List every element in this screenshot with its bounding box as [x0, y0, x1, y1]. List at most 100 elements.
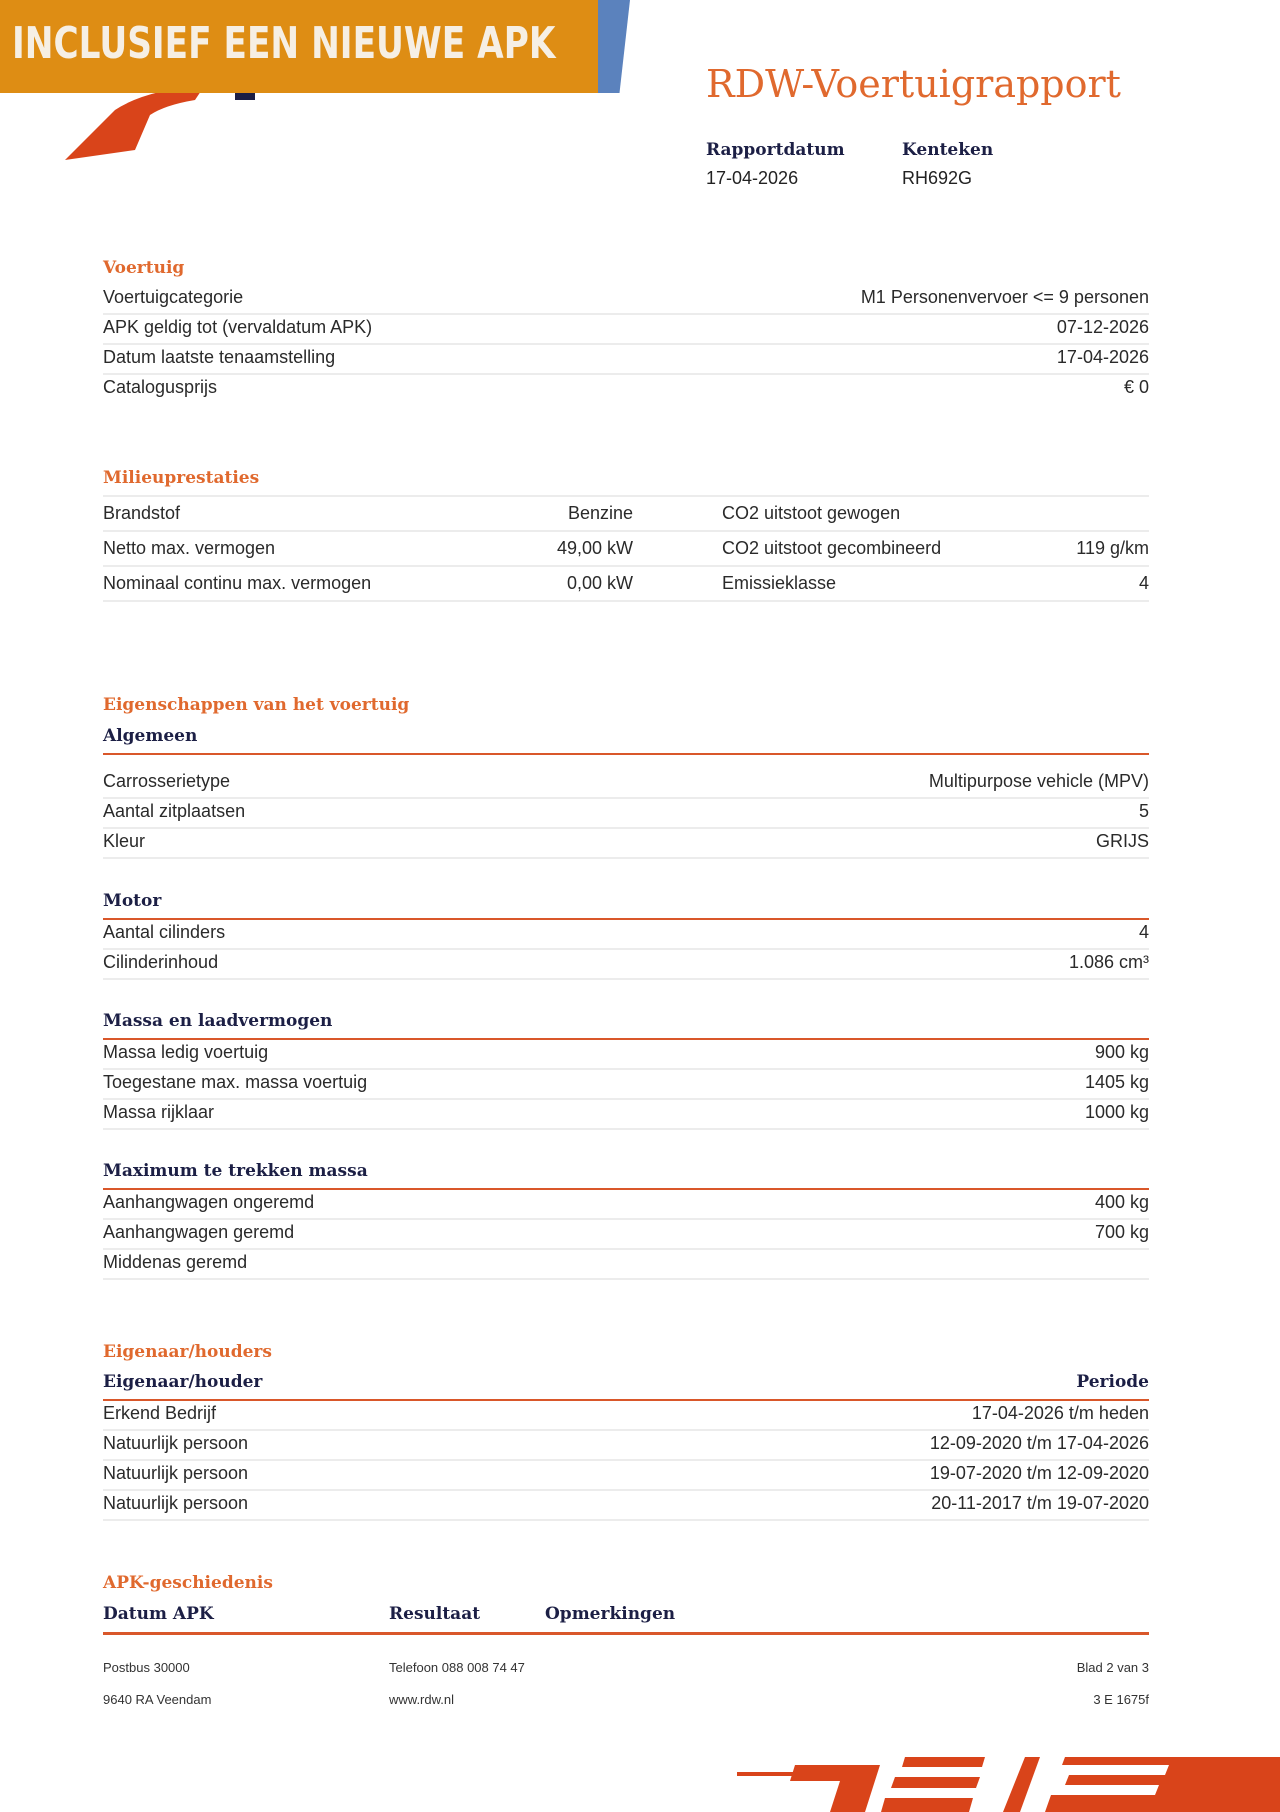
row-label: Toegestane max. massa voertuig	[103, 1072, 368, 1092]
table-row: Aantal zitplaatsen 5	[103, 797, 1149, 829]
row-label: Emissieklasse	[722, 573, 837, 593]
table-row: Brandstof Benzine CO2 uitstoot gewogen	[103, 497, 1149, 532]
row-label: Nominaal continu max. vermogen	[103, 573, 372, 593]
rdw-logo-icon	[65, 85, 255, 160]
table-row: Nominaal continu max. vermogen 0,00 kW Emi…	[103, 567, 1149, 602]
row-label: Aanhangwagen ongeremd	[103, 1192, 315, 1212]
row-value: 17-04-2026	[1056, 347, 1149, 367]
footer-code: 3 E 1675f	[1093, 1692, 1149, 1707]
table-row: Natuurlijk persoon 20-11-2017 t/m 19-07-2…	[103, 1489, 1149, 1521]
kenteken-label: Kenteken	[902, 140, 994, 160]
table-row: Massa rijklaar 1000 kg	[103, 1098, 1149, 1130]
row-label: Netto max. vermogen	[103, 538, 276, 558]
row-label: Natuurlijk persoon	[103, 1433, 249, 1453]
table-row: APK geldig tot (vervaldatum APK) 07-12-20…	[103, 313, 1149, 345]
row-value: € 0	[1123, 377, 1149, 397]
rapportdatum-label: Rapportdatum	[706, 140, 845, 160]
banner-text: INCLUSIEF EEN NIEUWE APK	[12, 18, 556, 69]
table-row: Carrosserietype Multipurpose vehicle (MPV…	[103, 767, 1149, 799]
row-label: Natuurlijk persoon	[103, 1493, 249, 1513]
table-row: Voertuigcategorie M1 Personenvervoer <= 9…	[103, 283, 1149, 315]
row-value: M1 Personenvervoer <= 9 personen	[860, 287, 1149, 307]
table-row: Kleur GRIJS	[103, 827, 1149, 859]
row-value: 12-09-2020 t/m 17-04-2026	[929, 1433, 1149, 1453]
row-value: 49,00 kW	[556, 538, 633, 558]
row-value: 07-12-2026	[1056, 317, 1149, 337]
table-row: Natuurlijk persoon 19-07-2020 t/m 12-09-2…	[103, 1459, 1149, 1491]
row-value: 20-11-2017 t/m 19-07-2020	[931, 1493, 1149, 1513]
table-row: Natuurlijk persoon 12-09-2020 t/m 17-04-2…	[103, 1429, 1149, 1461]
column-header: Periode	[1076, 1372, 1149, 1392]
apk-header: Datum APK Resultaat Opmerkingen	[103, 1604, 1149, 1624]
subsection-trekken: Maximum te trekken massa	[103, 1161, 368, 1181]
row-label: CO2 uitstoot gecombineerd	[722, 538, 942, 558]
promo-banner: INCLUSIEF EEN NIEUWE APK	[0, 0, 630, 93]
row-label: Massa rijklaar	[103, 1102, 215, 1122]
row-value: GRIJS	[1095, 831, 1149, 851]
section-milieu: Milieuprestaties	[103, 468, 260, 488]
kenteken-value: RH692G	[902, 168, 973, 188]
table-row: Aanhangwagen ongeremd 400 kg	[103, 1188, 1149, 1220]
row-label: Aantal zitplaatsen	[103, 801, 246, 821]
row-label: Aantal cilinders	[103, 922, 226, 942]
row-value: 700 kg	[1094, 1222, 1149, 1242]
row-value: Multipurpose vehicle (MPV)	[928, 771, 1149, 791]
eigenaar-header: Eigenaar/houder Periode	[103, 1372, 1149, 1392]
row-label: Voertuigcategorie	[103, 287, 244, 307]
footer-address1: Postbus 30000	[103, 1660, 190, 1675]
row-value: 1.086 cm³	[1068, 952, 1149, 972]
table-row: Datum laatste tenaamstelling 17-04-2026	[103, 343, 1149, 375]
row-label: Kleur	[103, 831, 146, 851]
table-row: Massa ledig voertuig 900 kg	[103, 1038, 1149, 1070]
section-apk: APK-geschiedenis	[103, 1573, 273, 1593]
row-label: Erkend Bedrijf	[103, 1403, 217, 1423]
footer-address2: 9640 RA Veendam	[103, 1692, 212, 1707]
row-label: Catalogusprijs	[103, 377, 218, 397]
table-row: Netto max. vermogen 49,00 kW CO2 uitstoot …	[103, 532, 1149, 567]
row-label: Middenas geremd	[103, 1252, 248, 1272]
row-label: APK geldig tot (vervaldatum APK)	[103, 317, 373, 337]
column-header: Opmerkingen	[545, 1604, 676, 1624]
footer-phone: Telefoon 088 008 74 47	[389, 1660, 525, 1675]
row-label: Massa ledig voertuig	[103, 1042, 269, 1062]
row-value: 4	[1138, 573, 1149, 593]
subsection-algemeen: Algemeen	[103, 726, 198, 746]
rapportdatum-value: 17-04-2026	[706, 168, 799, 188]
row-value: 4	[1138, 922, 1149, 942]
row-label: CO2 uitstoot gewogen	[722, 503, 901, 523]
row-label: Brandstof	[103, 503, 181, 523]
row-value: 1000 kg	[1084, 1102, 1149, 1122]
row-value: 5	[1138, 801, 1149, 821]
row-value: 17-04-2026 t/m heden	[971, 1403, 1149, 1423]
row-value: 19-07-2020 t/m 12-09-2020	[929, 1463, 1149, 1483]
table-row: Middenas geremd	[103, 1248, 1149, 1280]
subsection-massa: Massa en laadvermogen	[103, 1011, 333, 1031]
row-value: 400 kg	[1094, 1192, 1149, 1212]
footer-web[interactable]: www.rdw.nl	[389, 1692, 455, 1707]
table-row: Aantal cilinders 4	[103, 918, 1149, 950]
row-value: 119 g/km	[1076, 538, 1149, 558]
row-value: 900 kg	[1094, 1042, 1149, 1062]
row-label: Natuurlijk persoon	[103, 1463, 249, 1483]
row-label: Cilinderinhoud	[103, 952, 219, 972]
section-eigenschappen: Eigenschappen van het voertuig	[103, 695, 410, 715]
rdw-footer-logo-icon	[737, 1757, 1280, 1812]
footer-page: Blad 2 van 3	[1076, 1660, 1149, 1675]
row-label: Datum laatste tenaamstelling	[103, 347, 336, 367]
column-header: Datum APK	[103, 1604, 214, 1624]
row-value: 1405 kg	[1084, 1072, 1149, 1092]
column-header: Eigenaar/houder	[103, 1372, 263, 1392]
subsection-motor: Motor	[103, 891, 162, 911]
report-title: RDW-Voertuigrapport	[706, 62, 1121, 106]
table-row: Cilinderinhoud 1.086 cm³	[103, 948, 1149, 980]
row-label: Aanhangwagen geremd	[103, 1222, 295, 1242]
column-header: Resultaat	[389, 1604, 481, 1624]
table-row: Catalogusprijs € 0	[103, 373, 1149, 403]
row-value: Benzine	[567, 503, 633, 523]
table-row: Toegestane max. massa voertuig 1405 kg	[103, 1068, 1149, 1100]
section-voertuig: Voertuig	[103, 258, 185, 278]
table-row: Aanhangwagen geremd 700 kg	[103, 1218, 1149, 1250]
table-row: Erkend Bedrijf 17-04-2026 t/m heden	[103, 1399, 1149, 1431]
row-label: Carrosserietype	[103, 771, 231, 791]
section-eigenaar: Eigenaar/houders	[103, 1342, 272, 1362]
